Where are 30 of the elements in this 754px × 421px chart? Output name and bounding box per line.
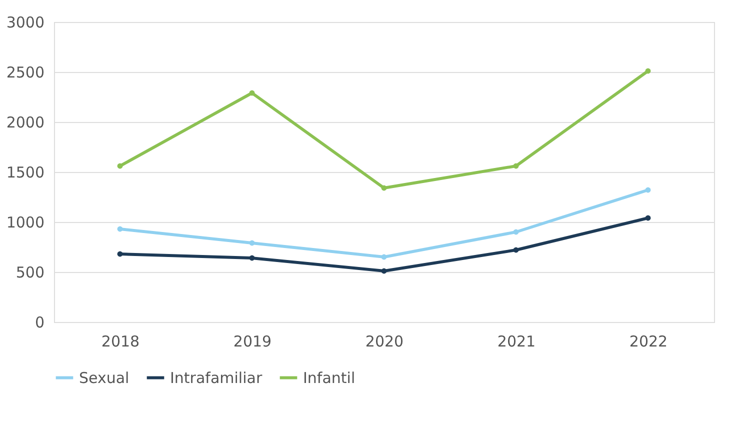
point: [249, 255, 255, 261]
point: [645, 68, 651, 74]
point: [513, 163, 519, 169]
point: [117, 251, 123, 257]
point: [381, 254, 387, 260]
y-tick-label: 1500: [6, 164, 44, 182]
y-tick-label: 3000: [6, 14, 44, 32]
y-tick-label: 2500: [6, 64, 44, 82]
point: [117, 163, 123, 169]
point: [249, 240, 255, 246]
point: [249, 90, 255, 96]
legend-label: Intrafamiliar: [170, 368, 263, 387]
x-tick-label: 2022: [629, 332, 668, 350]
point: [117, 226, 123, 232]
x-tick-label: 2021: [497, 332, 536, 350]
point: [645, 187, 651, 193]
y-tick-label: 2000: [6, 114, 44, 132]
y-tick-label: 500: [16, 264, 44, 282]
point: [381, 185, 387, 191]
y-tick-label: 0: [34, 314, 44, 332]
point: [645, 215, 651, 221]
point: [513, 229, 519, 235]
x-tick-label: 2018: [101, 332, 140, 350]
point: [381, 268, 387, 274]
legend-label: Sexual: [79, 368, 130, 387]
point: [513, 247, 519, 253]
x-tick-label: 2019: [233, 332, 272, 350]
legend-label: Infantil: [303, 368, 356, 387]
x-tick-label: 2020: [365, 332, 404, 350]
y-tick-label: 1000: [6, 214, 44, 232]
